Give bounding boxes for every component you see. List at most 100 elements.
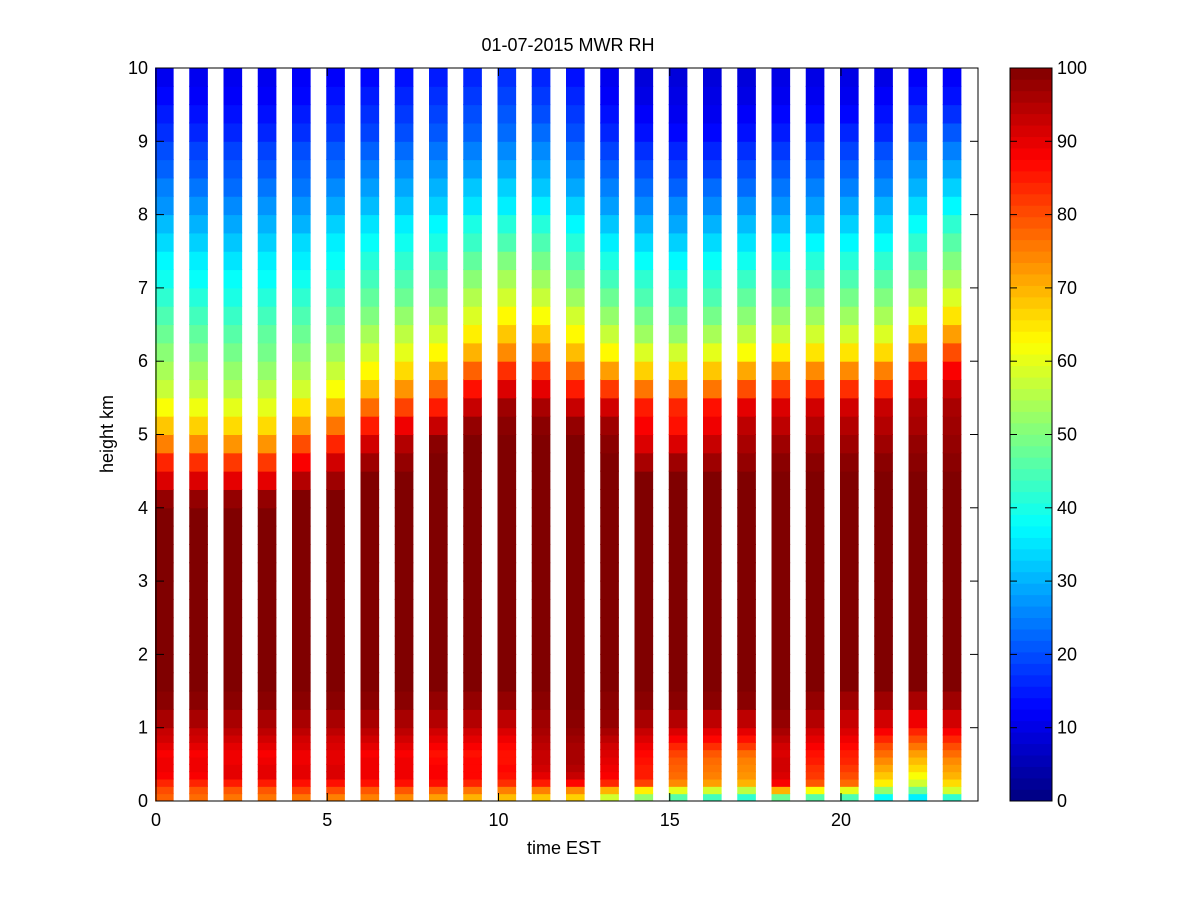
heatmap-cell <box>737 195 756 216</box>
heatmap-cell <box>429 140 448 161</box>
heatmap-cell <box>771 763 791 773</box>
heatmap-cell <box>463 159 482 179</box>
heatmap-cell <box>942 379 962 399</box>
heatmap-cell <box>874 140 893 161</box>
heatmap-cell <box>703 177 722 197</box>
heatmap-cell <box>326 734 345 743</box>
heatmap-cell <box>908 756 928 765</box>
heatmap-cell <box>360 708 380 729</box>
heatmap-cell <box>189 672 208 692</box>
colorbar-segment <box>1010 766 1052 779</box>
heatmap-cell <box>360 434 380 454</box>
heatmap-cell <box>531 543 551 564</box>
heatmap-cell <box>189 708 208 729</box>
heatmap-cell <box>908 140 928 161</box>
heatmap-cell <box>908 672 928 692</box>
heatmap-cell <box>360 67 380 87</box>
heatmap-cell <box>429 734 448 743</box>
heatmap-cell <box>703 250 722 271</box>
heatmap-cell <box>566 771 585 780</box>
colorbar-segment <box>1010 548 1052 561</box>
heatmap-cell <box>874 470 893 490</box>
colorbar-tick-label: 80 <box>1057 205 1077 225</box>
heatmap-cell <box>703 434 722 454</box>
heatmap-cell <box>360 771 380 780</box>
heatmap-cell <box>634 562 654 582</box>
heatmap-cell <box>360 452 380 472</box>
heatmap-cell <box>668 525 688 545</box>
heatmap-cell <box>257 690 277 710</box>
heatmap-cell <box>463 727 482 736</box>
heatmap-cell <box>874 342 893 362</box>
heatmap-cell <box>805 470 825 490</box>
heatmap-cell <box>874 232 893 252</box>
heatmap-cell <box>771 771 791 780</box>
heatmap-cell <box>531 763 551 773</box>
heatmap-cell <box>668 67 688 87</box>
heatmap-cell <box>703 690 722 710</box>
colorbar-segment <box>1010 102 1052 115</box>
heatmap-cell <box>531 793 551 802</box>
heatmap-cell <box>600 434 619 454</box>
heatmap-cell <box>531 470 551 490</box>
heatmap-cell <box>703 580 722 600</box>
colorbar-tick-label: 20 <box>1057 644 1077 664</box>
heatmap-cell <box>531 771 551 780</box>
heatmap-cell <box>566 397 585 417</box>
heatmap-cell <box>805 771 825 780</box>
heatmap-cell <box>600 672 619 692</box>
heatmap-cell <box>155 177 174 197</box>
heatmap-cell <box>429 470 448 490</box>
heatmap-cell <box>223 177 243 197</box>
heatmap-cell <box>326 232 345 252</box>
heatmap-cell <box>394 741 414 751</box>
heatmap-cell <box>155 159 174 179</box>
heatmap-cell <box>703 470 722 490</box>
heatmap-cell <box>429 690 448 710</box>
heatmap-cell <box>668 397 688 417</box>
heatmap-cell <box>737 379 756 399</box>
heatmap-cell <box>942 104 962 124</box>
x-axis: 0 5 10 15 20 <box>151 68 851 830</box>
heatmap-cell <box>155 635 174 655</box>
heatmap-cell <box>326 140 345 161</box>
heatmap-cell <box>668 195 688 216</box>
heatmap-cell <box>703 488 722 509</box>
heatmap-cell <box>497 195 517 216</box>
heatmap-cell <box>292 250 311 271</box>
heatmap-cell <box>942 763 962 773</box>
heatmap-cell <box>223 342 243 362</box>
heatmap-cell <box>531 635 551 655</box>
heatmap-cell <box>634 708 654 729</box>
heatmap-cell <box>840 342 859 362</box>
heatmap-cell <box>223 778 243 787</box>
heatmap-cell <box>600 580 619 600</box>
heatmap-cell <box>668 452 688 472</box>
heatmap-cell <box>634 195 654 216</box>
heatmap-cell <box>566 690 585 710</box>
heatmap-cell <box>360 617 380 637</box>
heatmap-cell <box>908 305 928 326</box>
heatmap-cell <box>223 488 243 509</box>
heatmap-cell <box>429 324 448 344</box>
heatmap-cell <box>326 177 345 197</box>
heatmap-cell <box>840 269 859 289</box>
heatmap-cell <box>703 269 722 289</box>
heatmap-cell <box>223 672 243 692</box>
heatmap-cell <box>805 727 825 736</box>
heatmap-cell <box>497 122 517 142</box>
heatmap-cell <box>326 397 345 417</box>
heatmap-cell <box>634 793 654 802</box>
heatmap-cell <box>394 785 414 795</box>
heatmap-cell <box>257 708 277 729</box>
heatmap-cell <box>874 635 893 655</box>
heatmap-cell <box>497 214 517 234</box>
heatmap-cell <box>737 617 756 637</box>
heatmap-cell <box>497 727 517 736</box>
heatmap-cell <box>703 85 722 106</box>
y-tick-label: 2 <box>138 644 148 664</box>
heatmap-cell <box>805 741 825 751</box>
y-tick-label: 3 <box>138 571 148 591</box>
heatmap-cell <box>189 727 208 736</box>
heatmap-cell <box>874 543 893 564</box>
